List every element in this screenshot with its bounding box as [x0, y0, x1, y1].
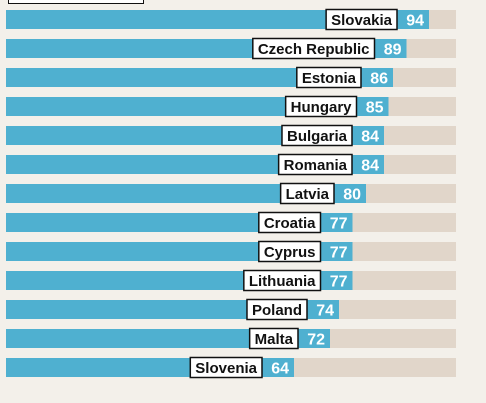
category-label: Croatia: [264, 215, 316, 232]
category-label: Hungary: [291, 99, 353, 116]
category-label-box: [252, 37, 376, 60]
category-label-box: [281, 124, 353, 147]
category-label: Slovenia: [195, 360, 257, 377]
category-label: Cyprus: [264, 244, 316, 261]
category-label: Latvia: [286, 186, 330, 203]
category-label: Romania: [284, 157, 348, 174]
category-label-box: [325, 8, 398, 31]
category-label-box: [258, 211, 322, 234]
data-label: 94: [406, 13, 424, 30]
bar: [6, 184, 366, 203]
data-label: 89: [384, 42, 402, 59]
data-label: 80: [343, 187, 361, 204]
category-label-box: [296, 66, 362, 89]
data-label: 74: [316, 303, 334, 320]
category-label: Malta: [255, 331, 294, 348]
category-label: Slovakia: [331, 12, 393, 29]
category-label-box: [243, 269, 322, 292]
category-label: Bulgaria: [287, 128, 348, 145]
bar: [6, 10, 429, 29]
data-label: 77: [330, 245, 348, 262]
category-label-box: [284, 95, 358, 118]
data-label: 84: [361, 129, 379, 146]
data-label: 85: [366, 100, 384, 117]
data-label: 86: [370, 71, 388, 88]
category-label: Lithuania: [249, 273, 316, 290]
category-label: Estonia: [302, 70, 357, 87]
category-label-box: [246, 298, 308, 321]
category-label-box: [279, 182, 335, 205]
data-label: 64: [271, 361, 289, 378]
data-label: 77: [330, 216, 348, 233]
category-label: Czech Republic: [258, 41, 370, 58]
category-label-box: [277, 153, 353, 176]
category-label-box: [248, 327, 299, 350]
category-label-box: [258, 240, 322, 263]
data-label: 77: [330, 274, 348, 291]
category-label-box: [189, 356, 263, 379]
data-label: 72: [307, 332, 325, 349]
truncated-label-box: [8, 0, 144, 4]
data-label: 84: [361, 158, 379, 175]
category-label: Poland: [252, 302, 302, 319]
